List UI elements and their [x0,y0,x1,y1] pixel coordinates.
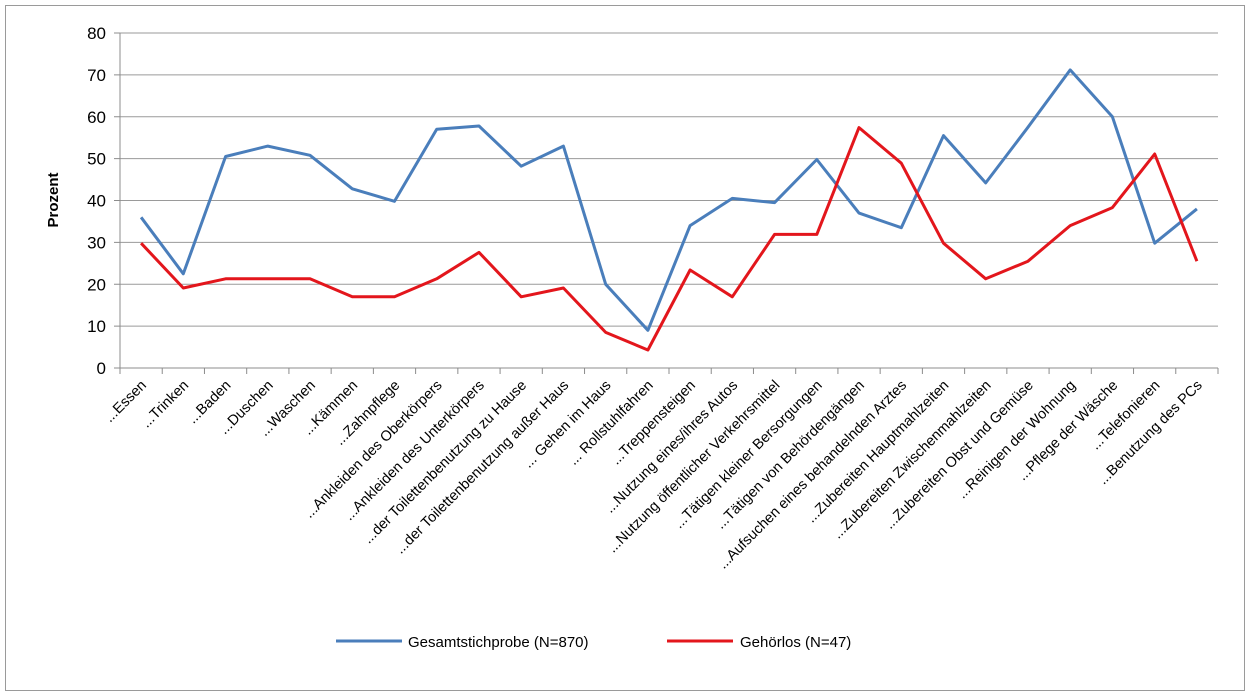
y-tick-label: 50 [87,150,106,169]
y-tick-label: 60 [87,108,106,127]
y-tick-label: 10 [87,317,106,336]
y-tick-label: 20 [87,275,106,294]
series-line-0 [139,68,1198,332]
legend-label: Gesamtstichprobe (N=870) [408,634,589,651]
y-tick-label: 30 [87,233,106,252]
y-tick-label: 70 [87,66,106,85]
legend: Gesamtstichprobe (N=870) Gehörlos (N=47) [336,634,851,651]
y-tick-label: 80 [87,24,106,43]
y-tick-label: 40 [87,192,106,211]
y-axis: 0 10 20 30 40 50 60 70 80 [87,24,121,378]
series-line-1 [140,126,1199,352]
y-axis-label: Prozent [45,172,62,227]
gridlines [120,32,1218,369]
chart-frame [5,5,1245,691]
y-tick-label: 0 [97,359,106,378]
x-tick-label: ...Zubereiten Zwischenmahlzeiten [830,378,995,543]
series-lines [139,68,1199,352]
legend-label: Gehörlos (N=47) [740,634,851,651]
x-axis: ...Essen...Trinken...Baden...Duschen...W… [102,368,1219,572]
